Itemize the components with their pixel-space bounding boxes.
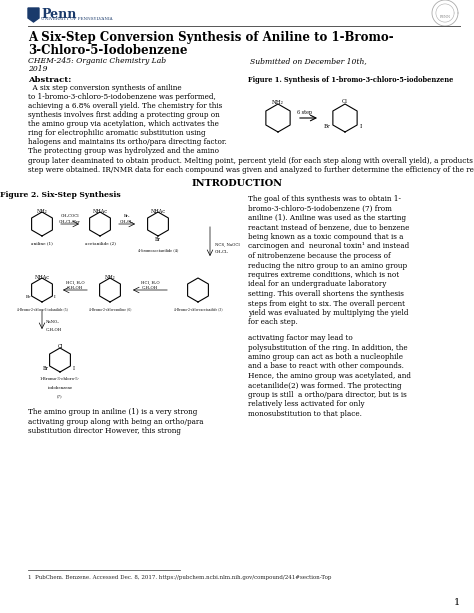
Text: 4-bromoacetanilide (4): 4-bromoacetanilide (4) (138, 248, 178, 252)
Text: step were obtained. IR/NMR data for each compound was given and analyzed to furt: step were obtained. IR/NMR data for each… (28, 166, 474, 174)
Text: acetanilide(2) was formed. The protecting: acetanilide(2) was formed. The protectin… (248, 381, 401, 389)
Text: 4-Bromo-2-chloroaniline (6): 4-Bromo-2-chloroaniline (6) (89, 307, 131, 311)
Text: Figure 1. Synthesis of 1-bromo-3-chloro-5-iodobenzene: Figure 1. Synthesis of 1-bromo-3-chloro-… (248, 76, 453, 84)
Text: CH₂Cl₂: CH₂Cl₂ (215, 250, 229, 254)
Text: (7): (7) (57, 394, 63, 398)
Text: monosubstitution to that place.: monosubstitution to that place. (248, 410, 362, 418)
Text: NH₂: NH₂ (272, 100, 284, 105)
Text: C₂H₅OH: C₂H₅OH (142, 286, 158, 290)
Text: C₂H₅OH: C₂H₅OH (67, 286, 83, 290)
Text: Hence, the amino group was acetylated, and: Hence, the amino group was acetylated, a… (248, 372, 411, 380)
Text: C₂H₅OH: C₂H₅OH (46, 328, 62, 332)
Text: 3-Chloro-5-Iodobenzene: 3-Chloro-5-Iodobenzene (28, 44, 188, 57)
Text: requires extreme conditions, which is not: requires extreme conditions, which is no… (248, 271, 399, 279)
Text: reactant instead of benzene, due to benzene: reactant instead of benzene, due to benz… (248, 224, 410, 232)
Text: 1  PubChem. Benzene. Accessed Dec. 8, 2017. https://pubchem.ncbi.nlm.nih.gov/com: 1 PubChem. Benzene. Accessed Dec. 8, 201… (28, 575, 331, 580)
Text: 1: 1 (454, 598, 460, 607)
Text: Br₂: Br₂ (124, 214, 130, 218)
Text: The goal of this synthesis was to obtain 1-: The goal of this synthesis was to obtain… (248, 195, 401, 203)
Text: Br: Br (155, 237, 161, 242)
Text: Submitted on December 10th,: Submitted on December 10th, (250, 57, 367, 65)
Text: acetanilide (2): acetanilide (2) (84, 241, 116, 245)
Text: 4-Bromo-2-chloro-6-iodanilide (5): 4-Bromo-2-chloro-6-iodanilide (5) (17, 307, 67, 311)
Text: and a base to react with other compounds.: and a base to react with other compounds… (248, 362, 404, 370)
Text: Br: Br (26, 295, 31, 299)
Text: NHAc: NHAc (35, 275, 49, 280)
Text: 1-Bromo-3-chloro-5-: 1-Bromo-3-chloro-5- (40, 377, 80, 381)
Text: being known as a toxic compound that is a: being known as a toxic compound that is … (248, 233, 403, 241)
Text: amino group can act as both a nucleophile: amino group can act as both a nucleophil… (248, 353, 403, 361)
Text: HCl, H₂O: HCl, H₂O (66, 280, 84, 284)
Text: group later deaminated to obtain product. Melting point, percent yield (for each: group later deaminated to obtain product… (28, 157, 474, 165)
Text: A six step conversion synthesis of aniline: A six step conversion synthesis of anili… (28, 84, 182, 92)
Text: Figure 2. Six-Step Synthesis: Figure 2. Six-Step Synthesis (0, 191, 120, 199)
Text: PENN: PENN (439, 15, 451, 19)
Text: activating factor may lead to: activating factor may lead to (248, 334, 353, 342)
Text: 2019: 2019 (28, 65, 47, 73)
Text: yield was evaluated by multiplying the yield: yield was evaluated by multiplying the y… (248, 309, 409, 317)
Text: CH₃COCl: CH₃COCl (61, 214, 79, 218)
Text: INTRODUCTION: INTRODUCTION (191, 179, 283, 188)
Text: Penn: Penn (41, 8, 76, 21)
Text: carcinogen and  neuronal toxin¹ and instead: carcinogen and neuronal toxin¹ and inste… (248, 243, 409, 251)
Text: Abstract:: Abstract: (28, 76, 72, 84)
Text: NH₂: NH₂ (105, 275, 115, 280)
Text: iodobenzene: iodobenzene (47, 386, 73, 390)
Text: Cl: Cl (342, 99, 348, 104)
Text: achieving a 6.8% overall yield. The chemistry for this: achieving a 6.8% overall yield. The chem… (28, 102, 222, 110)
Text: Cl: Cl (57, 344, 63, 349)
Polygon shape (28, 8, 39, 22)
Text: activating group along with being an ortho/para: activating group along with being an ort… (28, 417, 203, 425)
Text: bromo-3-chloro-5-iodobenzene (7) from: bromo-3-chloro-5-iodobenzene (7) from (248, 205, 392, 213)
Text: group is still  a ortho/para director, but is is: group is still a ortho/para director, bu… (248, 391, 407, 399)
Text: The amino group in aniline (1) is a very strong: The amino group in aniline (1) is a very… (28, 408, 197, 416)
Text: ring for electrophilic aromatic substitution using: ring for electrophilic aromatic substitu… (28, 129, 206, 137)
Text: to 1-bromo-3-chloro-5-iodobenzene was performed,: to 1-bromo-3-chloro-5-iodobenzene was pe… (28, 93, 216, 101)
Text: NHAc: NHAc (92, 209, 108, 214)
Text: CHEM-245: Organic Chemistry Lab: CHEM-245: Organic Chemistry Lab (28, 57, 166, 65)
Text: halogens and maintains its ortho/para directing factor.: halogens and maintains its ortho/para di… (28, 138, 227, 146)
Text: 6 step: 6 step (298, 110, 312, 115)
Text: polysubstitution of the ring. In addition, the: polysubstitution of the ring. In additio… (248, 343, 408, 351)
Text: UNIVERSITY OF PENNSYLVANIA: UNIVERSITY OF PENNSYLVANIA (41, 17, 113, 21)
Text: CH₂Cl₂/Pyr: CH₂Cl₂/Pyr (59, 220, 81, 224)
Text: synthesis involves first adding a protecting group on: synthesis involves first adding a protec… (28, 111, 220, 119)
Text: substitution director However, this strong: substitution director However, this stro… (28, 427, 181, 435)
Text: of nitrobenzene because the process of: of nitrobenzene because the process of (248, 252, 391, 260)
Text: 4-Bromo-2-chloroacetanilide (3): 4-Bromo-2-chloroacetanilide (3) (174, 307, 222, 311)
Text: Br: Br (43, 366, 49, 371)
Text: NHAc: NHAc (151, 209, 165, 214)
Text: the amino group via acetylation, which activates the: the amino group via acetylation, which a… (28, 120, 219, 128)
Text: NCS, NaOCl: NCS, NaOCl (215, 242, 240, 246)
Text: NH₂: NH₂ (36, 209, 47, 214)
Text: I: I (360, 124, 362, 129)
Text: A Six-Step Conversion Synthesis of Aniline to 1-Bromo-: A Six-Step Conversion Synthesis of Anili… (28, 31, 393, 44)
Text: relatively less activated for only: relatively less activated for only (248, 400, 365, 408)
Text: reducing the nitro group to an amino group: reducing the nitro group to an amino gro… (248, 262, 407, 270)
Text: I: I (73, 366, 75, 371)
Text: CH₂Cl₂: CH₂Cl₂ (120, 220, 134, 224)
Text: for each step.: for each step. (248, 319, 298, 327)
Text: setting. This overall shortens the synthesis: setting. This overall shortens the synth… (248, 290, 404, 298)
Text: NaNO₂: NaNO₂ (46, 320, 60, 324)
Text: steps from eight to six. The overall percent: steps from eight to six. The overall per… (248, 300, 405, 308)
Text: Br: Br (324, 124, 330, 129)
Text: The protecting group was hydrolyzed and the amino: The protecting group was hydrolyzed and … (28, 147, 219, 155)
Text: HCl, H₂O: HCl, H₂O (141, 280, 159, 284)
Text: I: I (54, 295, 56, 299)
Text: ideal for an undergraduate laboratory: ideal for an undergraduate laboratory (248, 281, 386, 289)
Text: aniline (1): aniline (1) (31, 241, 53, 245)
Text: aniline (1). Aniline was used as the starting: aniline (1). Aniline was used as the sta… (248, 214, 406, 222)
